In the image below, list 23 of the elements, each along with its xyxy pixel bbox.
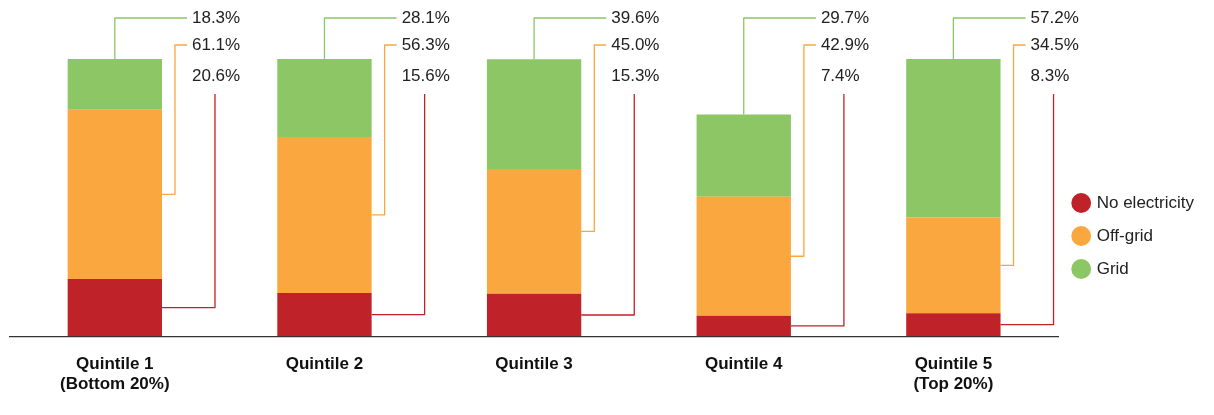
data-label: 28.1% (401, 7, 450, 27)
data-label: 56.3% (401, 34, 450, 54)
data-label: 7.4% (820, 65, 860, 85)
data-label: 8.3% (1030, 65, 1070, 85)
data-label: 20.6% (191, 65, 241, 85)
data-label: 61.1% (191, 34, 241, 54)
data-label: 15.3% (611, 65, 660, 85)
data-label: 15.6% (401, 65, 450, 85)
data-label: 45.0% (611, 34, 660, 54)
legend-label: No electricity (1096, 192, 1195, 212)
data-label: 42.9% (820, 34, 870, 54)
data-label: 18.3% (191, 7, 241, 27)
data-label: 29.7% (820, 7, 870, 27)
data-label: 39.6% (611, 7, 660, 27)
x-tick-label: Quintile 2 (285, 354, 364, 374)
legend-label: Off-grid (1096, 225, 1154, 245)
x-tick-label: Quintile 1 (Bottom 20%) (60, 354, 170, 394)
x-tick-label: Quintile 4 (705, 354, 783, 374)
legend-label: Grid (1096, 258, 1129, 278)
data-label: 57.2% (1030, 7, 1079, 27)
x-tick-label: Quintile 5 (Top 20%) (913, 354, 994, 394)
data-label: 34.5% (1030, 34, 1079, 54)
x-tick-label: Quintile 3 (495, 354, 573, 374)
